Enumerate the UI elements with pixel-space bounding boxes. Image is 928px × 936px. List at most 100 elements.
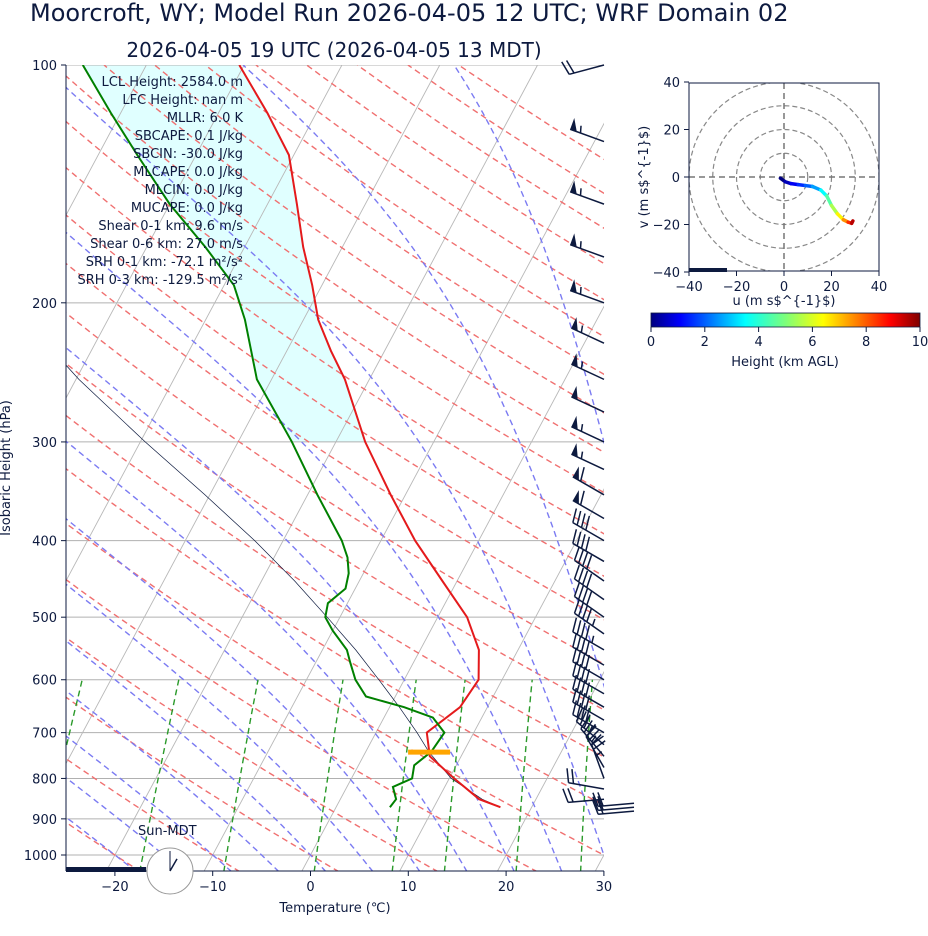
colorbar-tick-label: 2 xyxy=(701,335,709,350)
skewt-gridlines xyxy=(66,65,604,871)
colorbar-tick-label: 6 xyxy=(808,335,816,350)
dry-adiabat xyxy=(407,65,604,195)
moist-adiabat xyxy=(66,583,374,871)
wind-barb xyxy=(572,466,605,496)
hodograph-frame xyxy=(688,82,880,272)
colorbar-tick-label: 10 xyxy=(912,335,928,350)
isotherm-line xyxy=(203,122,604,871)
figure-subtitle: 2026-04-05 19 UTC (2026-04-05 13 MDT) xyxy=(126,38,541,62)
y-tick-label: 300 xyxy=(32,436,57,451)
colorbar-tick-label: 4 xyxy=(754,335,762,350)
moist-adiabat xyxy=(242,65,604,688)
wind-barb xyxy=(572,490,605,520)
mixing-ratio-line xyxy=(139,679,180,871)
mixing-ratio-line xyxy=(579,679,594,871)
skewt-axis-ticks: 100 200 300 400 500 600 700 800 900 1000 −20 −10 0 10… xyxy=(24,59,612,895)
dry-adiabat xyxy=(306,65,604,265)
x-tick-label: −10 xyxy=(199,880,226,895)
x-tick-label: 30 xyxy=(596,880,613,895)
wind-barb xyxy=(566,768,605,790)
isotherm-line xyxy=(105,65,538,871)
sounding-stat-line: SBCIN: -30.0 J/kg xyxy=(133,147,243,162)
dry-adiabat xyxy=(66,362,604,711)
sounding-stat-line: LFC Height: nan m xyxy=(122,93,243,108)
mixing-ratio-line xyxy=(223,679,259,871)
wind-barb xyxy=(562,788,605,804)
hodograph-segment xyxy=(825,194,834,208)
wind-barb xyxy=(592,796,635,812)
hodo-x-tick-label: −20 xyxy=(723,280,750,295)
hodograph-segment xyxy=(849,219,855,226)
sun-clock-hour-hand xyxy=(169,858,178,872)
wind-barb xyxy=(569,117,605,143)
sounding-stat-line: Shear 0-1 km: 9.6 m/s xyxy=(98,219,243,234)
y-tick-label: 700 xyxy=(32,727,57,742)
wind-barb xyxy=(561,60,605,76)
mixing-ratio-line xyxy=(313,679,344,871)
mixing-ratio-line xyxy=(391,679,417,871)
hodo-y-tick-label: 20 xyxy=(663,124,680,139)
sun-clock: Sun-MDT xyxy=(66,824,197,895)
dry-adiabat xyxy=(66,578,538,871)
moist-adiabat xyxy=(66,690,280,871)
moist-adiabat xyxy=(453,65,604,446)
sounding-stat-line: MUCAPE: 0.0 J/kg xyxy=(131,201,243,216)
y-tick-label: 500 xyxy=(32,611,57,626)
mixing-ratio-line xyxy=(66,679,83,751)
sun-elevation-bar xyxy=(66,867,147,872)
dry-adiabat xyxy=(204,65,604,338)
hodo-x-tick-label: 40 xyxy=(871,280,888,295)
cape-shading-layer xyxy=(82,65,366,442)
isotherm-line xyxy=(66,65,343,582)
wind-barb xyxy=(572,617,605,651)
hodo-x-tick-label: −40 xyxy=(675,280,702,295)
y-tick-label: 900 xyxy=(32,813,57,828)
moist-adiabat xyxy=(66,517,421,871)
hodo-x-tick-label: 20 xyxy=(823,280,840,295)
x-tick-label: 10 xyxy=(400,880,417,895)
hodo-x-tick-label: 0 xyxy=(780,280,788,295)
skewt-y-label: Isobaric Height (hPa) xyxy=(0,400,14,536)
mixing-ratio-line xyxy=(515,679,533,871)
y-tick-label: 100 xyxy=(32,59,57,74)
isotherm-line xyxy=(66,65,441,765)
isotherm-line xyxy=(66,65,147,217)
hodograph-shaft-marker xyxy=(689,268,727,272)
sounding-stat-line: SRH 0-1 km: -72.1 m²/s² xyxy=(86,255,243,270)
figure-title: Moorcroft, WY; Model Run 2026-04-05 12 U… xyxy=(30,0,788,27)
y-tick-label: 400 xyxy=(32,535,57,550)
wind-barb xyxy=(573,564,605,601)
moist-adiabat xyxy=(66,816,137,871)
colorbar-tick-label: 0 xyxy=(647,335,655,350)
hodograph-panel: −40 −20 0 20 40 40 20 0 −20 −40 u (m s$^{-1}$) v … xyxy=(637,76,887,309)
skewt-profiles xyxy=(66,65,501,809)
height-colorbar: 0 2 4 6 8 10 Height (km AGL) xyxy=(647,312,928,370)
skewt-panel: 100 200 300 400 500 600 700 800 900 1000 −20 −10 0 10… xyxy=(0,59,635,916)
wind-barb xyxy=(572,529,605,563)
temperature-profile-line xyxy=(238,65,501,809)
hodograph-y-label: v (m s$^{-1}$) xyxy=(637,126,652,228)
moist-adiabat xyxy=(66,231,563,871)
wind-barb xyxy=(590,735,606,779)
sounding-stat-line: SRH 0-3 km: -129.5 m²/s² xyxy=(77,273,243,288)
wind-barb xyxy=(571,317,605,344)
sun-clock-label: Sun-MDT xyxy=(138,824,197,839)
sounding-stats: LCL Height: 2584.0 m LFC Height: nan m MLL… xyxy=(77,75,243,288)
mixing-ratio-line xyxy=(443,679,466,871)
wind-barb xyxy=(569,233,605,258)
wind-barb xyxy=(569,279,605,304)
sounding-stat-line: MLCIN: 0.0 J/kg xyxy=(145,183,243,198)
x-tick-label: 0 xyxy=(306,880,314,895)
moist-adiabat xyxy=(66,86,604,858)
dry-adiabat xyxy=(66,262,604,621)
hodo-y-tick-label: −20 xyxy=(653,219,680,234)
dry-adiabat xyxy=(66,467,604,807)
y-tick-label: 600 xyxy=(32,674,57,689)
isotherm-line xyxy=(399,488,604,871)
wind-barb xyxy=(573,599,605,635)
dry-adiabat xyxy=(458,65,604,161)
hodograph-ticks: −40 −20 0 20 40 40 20 0 −20 −40 xyxy=(653,76,888,295)
wind-barb xyxy=(571,415,605,443)
dry-adiabat xyxy=(66,522,604,856)
